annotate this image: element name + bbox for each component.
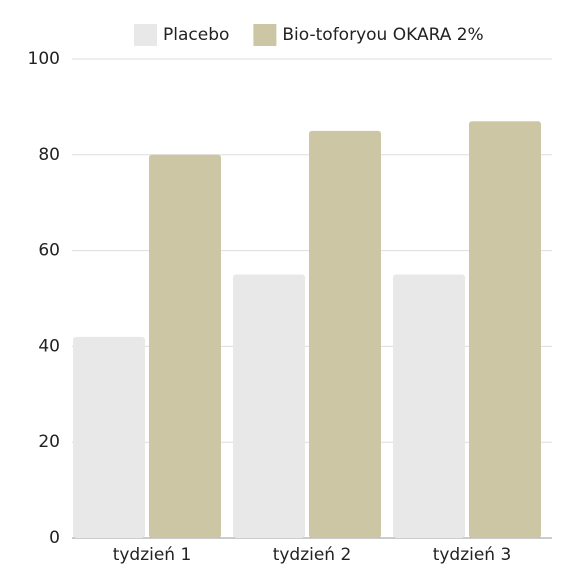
y-tick-label: 100 bbox=[28, 49, 60, 69]
y-tick-label: 0 bbox=[49, 528, 60, 548]
x-tick-label: tydzień 2 bbox=[273, 545, 352, 565]
bar bbox=[149, 154, 221, 539]
x-tick-label: tydzień 3 bbox=[433, 545, 512, 565]
legend-swatch bbox=[253, 24, 277, 46]
bar bbox=[393, 274, 465, 538]
bar bbox=[233, 274, 305, 538]
legend-label: Placebo bbox=[163, 25, 229, 45]
y-tick-label: 40 bbox=[38, 336, 60, 356]
y-tick-label: 20 bbox=[38, 432, 60, 452]
bar bbox=[309, 130, 381, 538]
bar bbox=[73, 336, 145, 538]
legend-swatch bbox=[134, 24, 157, 46]
x-tick-label: tydzień 1 bbox=[113, 545, 192, 565]
legend-label: Bio-toforyou OKARA 2% bbox=[282, 25, 483, 45]
bar bbox=[469, 121, 541, 539]
y-tick-label: 80 bbox=[38, 145, 60, 165]
y-tick-label: 60 bbox=[38, 241, 60, 261]
